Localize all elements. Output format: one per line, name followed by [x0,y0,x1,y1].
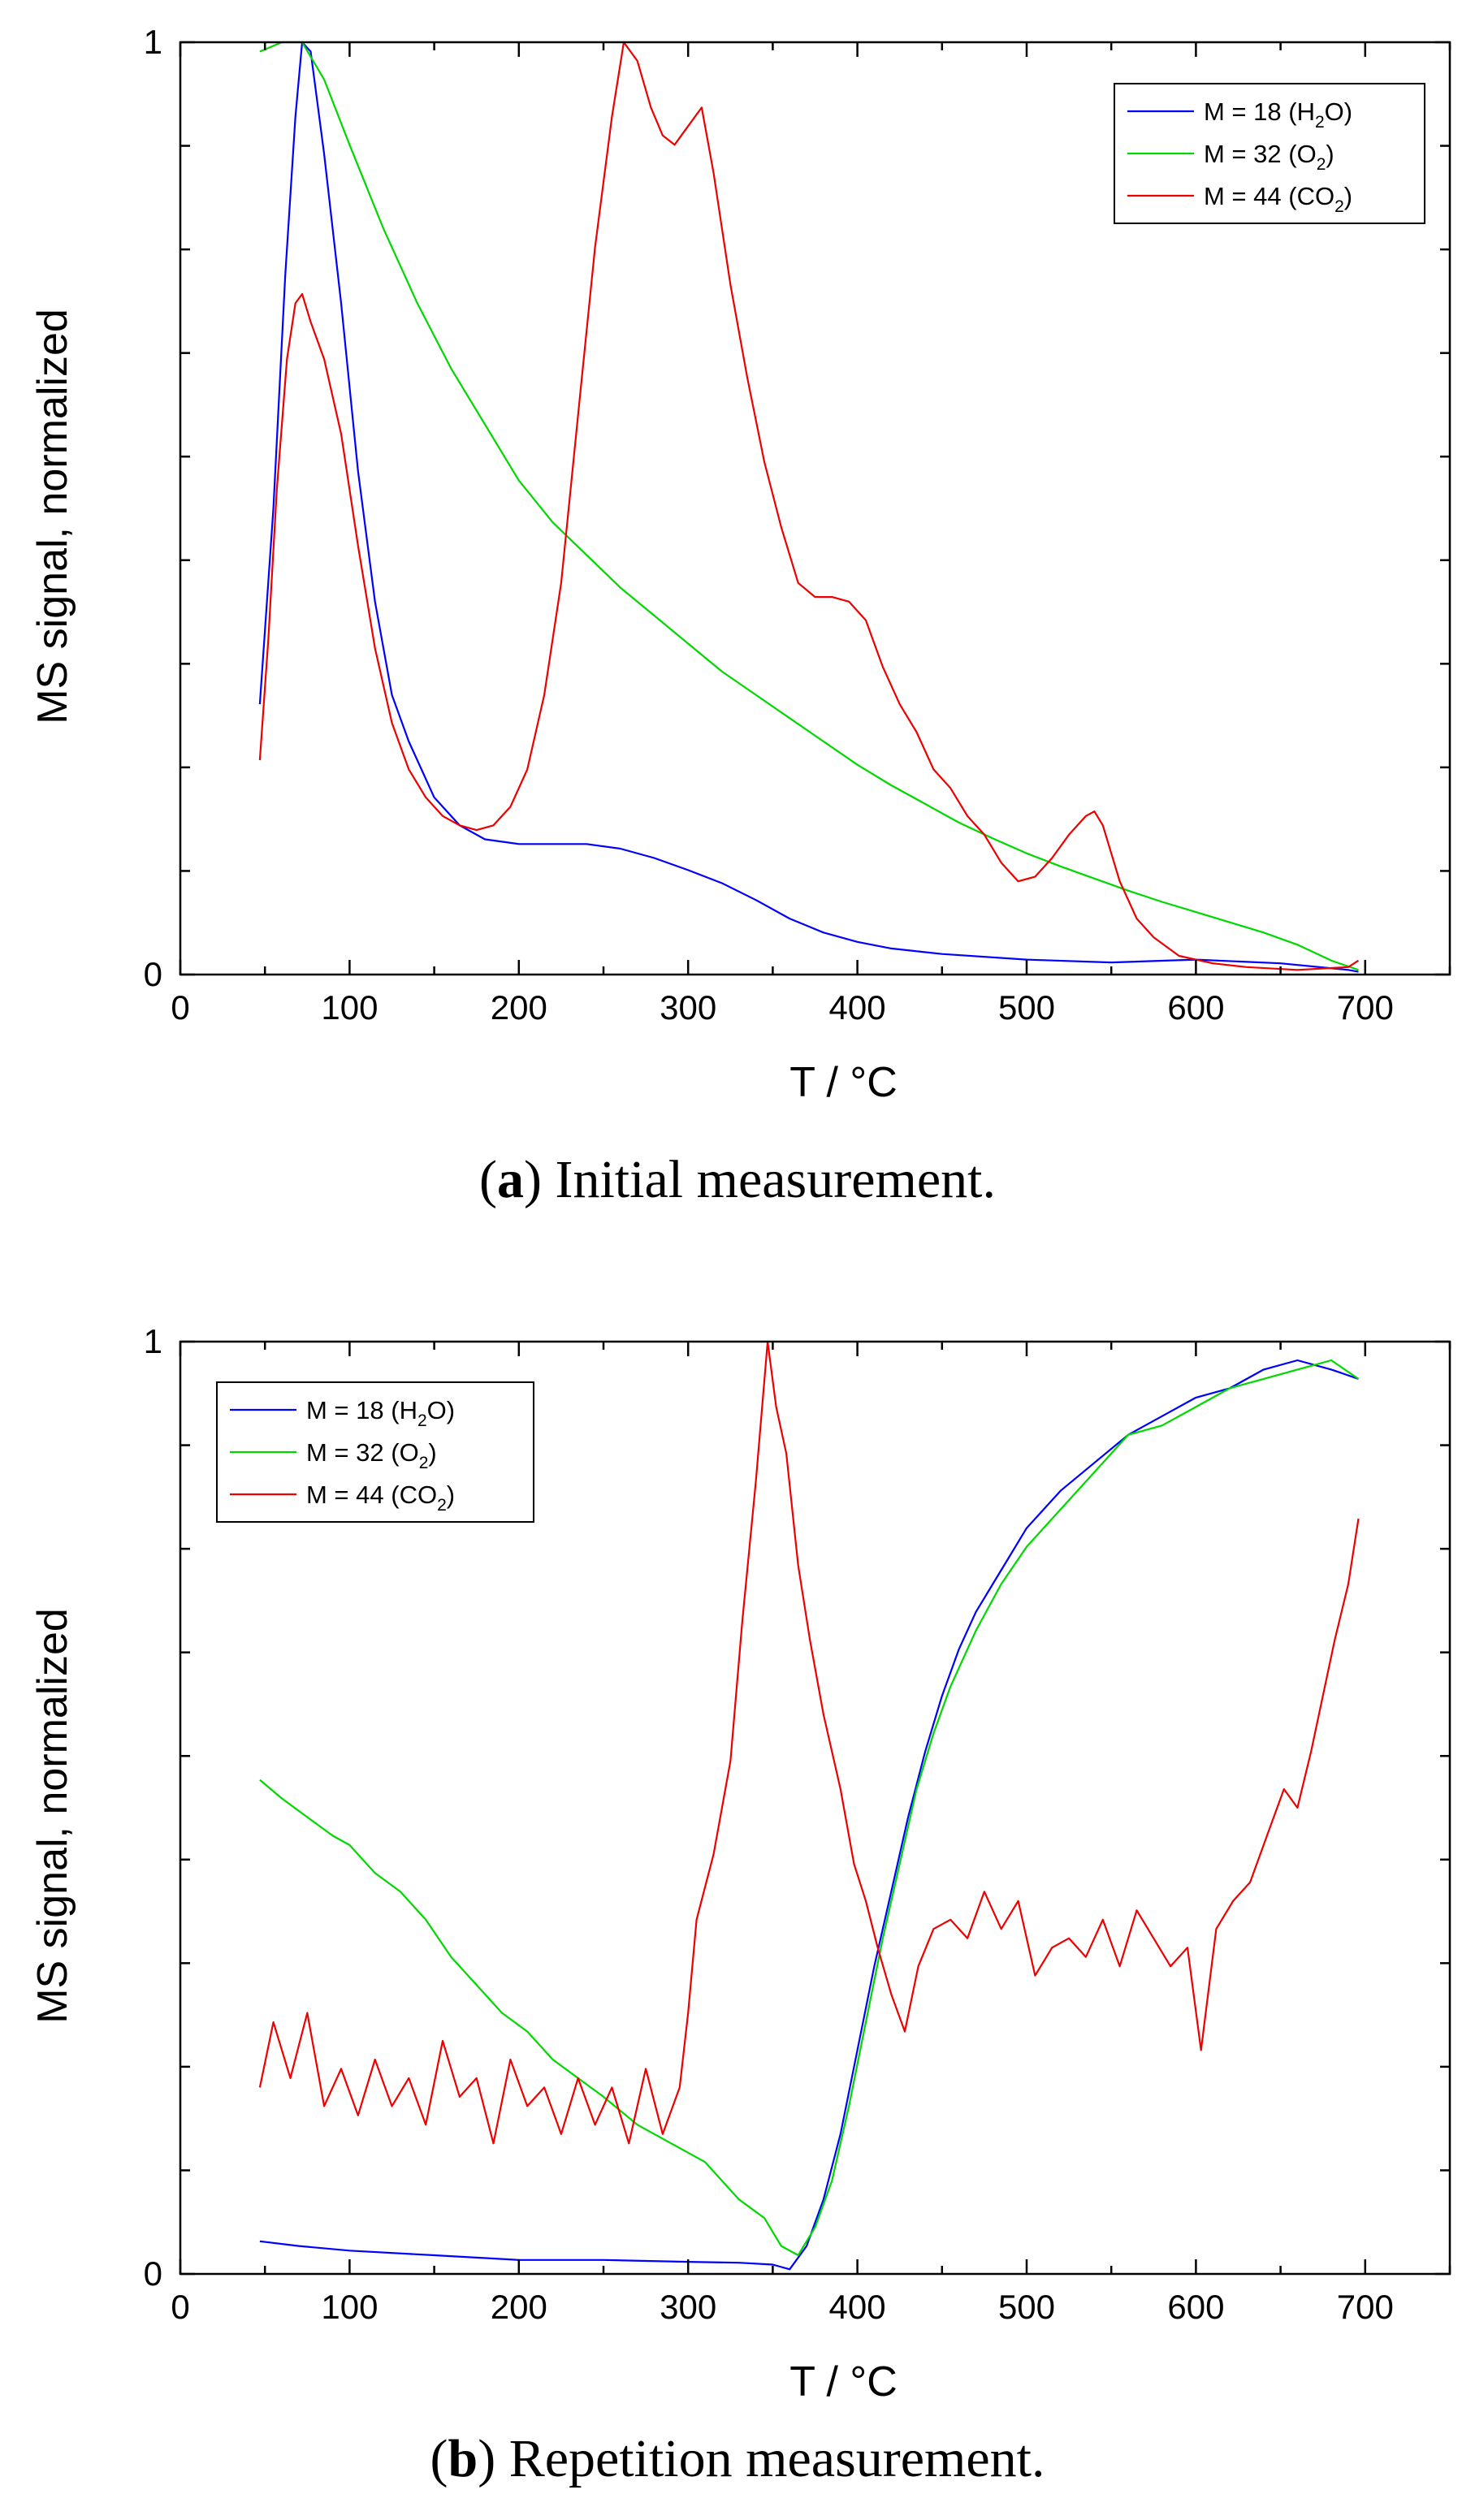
chart-b-legend-label-o2: M = 32 (O2) [306,1438,437,1472]
chart-a-ytick-label: 1 [144,23,162,61]
chart-b-xlabel: T / °C [789,2358,898,2405]
chart-a-ytick-label: 0 [144,955,162,993]
chart-b-ytick-label: 0 [144,2254,162,2293]
chart-a-xtick-label: 100 [321,988,378,1027]
chart-b-series-co2-line [258,1340,1360,2145]
chart-b-legend-label-h2o: M = 18 (H2O) [306,1396,455,1430]
chart-a-svg: 0 100 200 300 400 500 600 700 0 1 T / °C MS signal,… [29,23,1451,1106]
chart-b-legend-label-co2: M = 44 (CO2) [306,1480,455,1515]
chart-b-xtick-label: 500 [998,2288,1055,2326]
chart-a-legend-label-h2o: M = 18 (H2O) [1204,97,1352,132]
chart-b-ylabel: MS signal, normalized [29,1608,76,2024]
chart-a-xtick-label: 400 [829,988,886,1027]
chart-b-series-h2o-line [259,1359,1359,2271]
chart-b-series-o2-line [259,1359,1360,2257]
chart-b-xtick-label: 700 [1337,2288,1394,2326]
chart-a-ylabel: MS signal, normalized [29,309,76,724]
chart-b-svg: 0 100 200 300 400 500 600 700 0 1 T / °C MS signal,… [29,1322,1451,2405]
chart-a-xtick-label: 700 [1337,988,1394,1027]
chart-a-legend-label-o2: M = 32 (O2) [1204,140,1334,174]
chart-a-legend-label-co2: M = 44 (CO2) [1204,182,1352,216]
chart-a-series-h2o-line [258,41,1359,973]
caption-a-text: Initial measurement. [555,1150,996,1209]
caption-b-letter: b [448,2429,478,2488]
caption-b: (b) Repetition measurement. [430,2429,1045,2488]
chart-a-xtick-label: 600 [1167,988,1224,1027]
chart-b-xtick-label: 300 [660,2288,716,2326]
chart-b-ytick-label: 1 [144,1322,162,1360]
caption-b-text: Repetition measurement. [508,2429,1045,2488]
chart-a-legend: M = 18 (H2O) M = 32 (O2) M = 44 (CO2) [1114,83,1425,224]
chart-a-xtick-label: 200 [491,988,547,1027]
chart-b-plot-frame [179,1340,1451,2276]
chart-b-xtick-label: 400 [829,2288,886,2326]
caption-a: (a) Initial measurement. [479,1150,996,1209]
caption-a-letter: a [497,1150,524,1209]
chart-b-legend: M = 18 (H2O) M = 32 (O2) M = 44 (CO2) [216,1381,534,1523]
chart-a-xtick-label: 500 [998,988,1055,1027]
chart-a-series-o2-line [259,41,1359,971]
chart-b-xtick-label: 200 [491,2288,547,2326]
chart-panel-a: 0 100 200 300 400 500 600 700 0 1 T / °C MS signal,… [0,0,1475,1251]
chart-panel-b: 0 100 200 300 400 500 600 700 0 1 T / °C MS signal,… [0,1291,1475,2520]
chart-a-xtick-label: 300 [660,988,716,1027]
chart-b-xtick-label: 100 [321,2288,378,2326]
chart-a-series-co2-line [258,41,1360,971]
chart-b-xtick-label: 0 [171,2288,189,2326]
chart-a-plot-frame [179,41,1451,976]
chart-a-xlabel: T / °C [789,1059,898,1106]
chart-a-xtick-label: 0 [171,988,189,1027]
chart-b-xtick-label: 600 [1167,2288,1224,2326]
